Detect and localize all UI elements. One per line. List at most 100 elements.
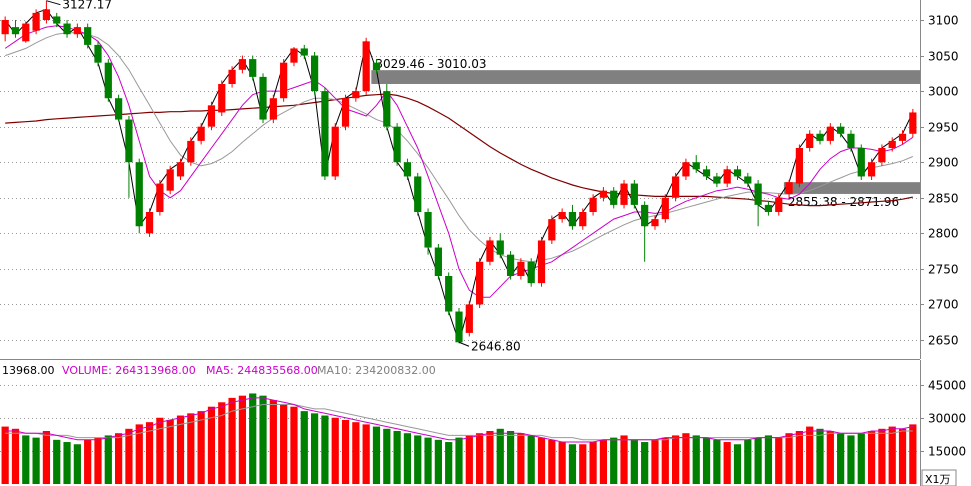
volume-bar (878, 428, 886, 484)
candle-body (764, 204, 773, 212)
volume-bar (310, 413, 319, 484)
candle-body (393, 126, 401, 163)
volume-bar (476, 433, 484, 484)
volume-bar (857, 433, 865, 484)
candle-body (228, 69, 236, 84)
candle-body (867, 162, 876, 177)
volume-panel: 15000 30000 45000 (0, 360, 966, 486)
candle-body (723, 169, 731, 184)
volume-bar (795, 431, 803, 484)
candle-body (63, 23, 71, 35)
candle-body (878, 148, 886, 163)
candle-body (1, 20, 9, 35)
volume-bar (486, 431, 494, 484)
volume-tick-label: 15000 (928, 445, 966, 459)
candle-body (53, 16, 61, 24)
volume-bar (909, 424, 917, 484)
candle-body (713, 176, 721, 184)
volume-bar (682, 433, 690, 484)
volume-bar (94, 437, 102, 484)
candle-body (166, 169, 174, 191)
volume-bar (620, 435, 628, 484)
candle-body (269, 98, 277, 120)
candle-body (857, 148, 865, 177)
volume-bar (651, 439, 659, 484)
volume-bar (537, 437, 546, 484)
volume-bar (785, 433, 793, 484)
volume-bar (888, 426, 896, 484)
volume-bar (723, 442, 731, 484)
candle-body (847, 133, 855, 148)
volume-bar (527, 435, 535, 484)
candle-body (610, 190, 618, 205)
candle-body (42, 9, 51, 20)
low-pointer (458, 341, 470, 347)
candle-body (537, 240, 546, 284)
candle-body (300, 48, 308, 56)
volume-bar (414, 435, 422, 484)
volume-bar (300, 411, 308, 484)
volume-bar (218, 402, 226, 484)
volume-bar (744, 439, 752, 484)
volume-bar (372, 426, 381, 484)
price-tick-label: 2700 (928, 298, 959, 312)
unit-box (921, 469, 957, 486)
candle-body (476, 261, 484, 305)
price-tick-label: 3100 (928, 14, 959, 28)
volume-bars (1, 393, 917, 484)
volume-bar (125, 428, 133, 484)
price-tick-label: 2800 (928, 227, 959, 241)
volume-bar (445, 442, 453, 484)
gap-label: 2855.38 - 2871.96 (788, 195, 899, 209)
candles (1, 0, 917, 343)
volume-label: VOLUME: 264313968.00 (62, 364, 196, 377)
candle-body (527, 261, 535, 284)
volume-bar (589, 442, 597, 484)
price-tick-label: 2900 (928, 156, 959, 170)
candle-body (816, 133, 824, 141)
volume-bar (517, 433, 525, 484)
volume-bar (63, 442, 71, 484)
candle-body (290, 48, 298, 63)
candle-body (321, 91, 329, 177)
candle-body (11, 27, 20, 35)
volume-bar (816, 428, 824, 484)
volume-bar (630, 439, 638, 484)
candle-body (671, 176, 680, 198)
volume-tick-label: 30000 (928, 412, 966, 426)
candle-body (445, 276, 453, 312)
candle-body (145, 212, 154, 234)
candle-body (84, 27, 92, 45)
volume-bar (548, 439, 556, 484)
candle-body (372, 62, 381, 71)
volume-bar (713, 439, 721, 484)
price-tick-label: 2950 (928, 121, 959, 135)
volume-bar (775, 437, 783, 484)
candle-body (599, 190, 608, 198)
price-axis: 2650 2700 2750 2800 2850 2900 2950 3000 3050 3100 (920, 0, 959, 359)
candle-body (486, 240, 494, 262)
candle-body (579, 212, 587, 227)
candle-body (548, 219, 556, 241)
candle-body (568, 212, 577, 227)
candle-body (352, 91, 360, 99)
candle-body (785, 182, 793, 194)
volume-bar (207, 406, 216, 484)
volume-bar (754, 437, 762, 484)
candle-body (465, 304, 473, 333)
high-label: 3127.17 (62, 0, 112, 12)
volume-bar (176, 415, 185, 484)
volume-bar (352, 422, 360, 484)
low-label: 2646.80 (471, 339, 521, 353)
volume-ma5-label: MA5: 244835568.00 (206, 364, 318, 377)
candle-body (207, 105, 216, 127)
volume-bar (641, 442, 649, 484)
candle-body (249, 59, 257, 77)
volume-bar (692, 435, 700, 484)
candle-body (517, 261, 525, 276)
candle-body (661, 197, 669, 220)
candle-body (32, 12, 40, 31)
candle-body (310, 55, 319, 92)
volume-bar (558, 442, 566, 484)
